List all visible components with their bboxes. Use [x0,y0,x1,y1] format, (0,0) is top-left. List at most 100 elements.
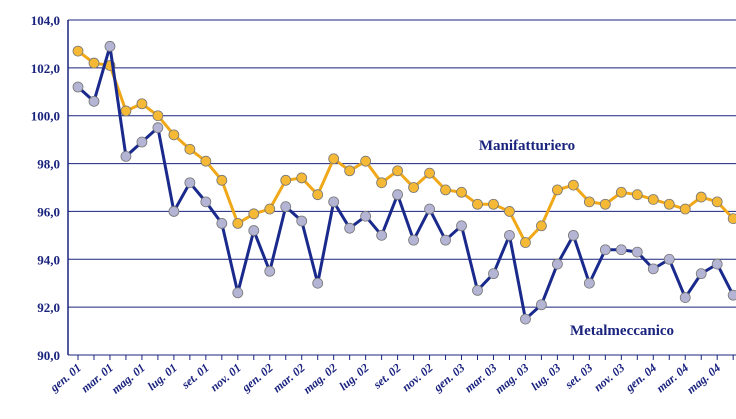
marker [424,167,435,179]
marker [536,220,547,232]
x-tick-label: gen. 04 [622,361,659,396]
x-tick-label: nov. 01 [207,361,243,395]
marker [552,184,563,196]
marker [599,244,611,256]
marker [583,277,595,289]
x-tick-label: lug. 03 [528,361,563,394]
x-tick-label: gen. 02 [238,361,275,396]
marker [536,299,547,311]
marker [232,287,244,299]
series-line [76,45,735,322]
marker [392,189,404,201]
marker [152,110,164,122]
marker [647,263,659,275]
marker [711,196,723,208]
marker [328,153,340,165]
marker [248,208,260,220]
marker [504,206,515,217]
marker [280,201,292,213]
marker [408,234,419,246]
marker [615,186,627,198]
marker [184,177,196,189]
y-tick-label: 104,0 [31,13,60,28]
marker [344,165,356,177]
marker [360,155,372,167]
x-tick-label: mag. 04 [684,361,723,397]
x-tick-label: mar. 01 [78,361,116,396]
x-tick-label: lug. 01 [145,361,180,394]
y-tick-label: 92,0 [37,300,60,315]
marker [695,191,707,203]
x-tick-label: mag. 01 [109,361,148,397]
x-tick-label: nov. 02 [399,361,435,395]
x-tick-label: set. 03 [562,361,596,393]
marker [663,253,675,265]
marker [679,203,691,215]
marker [264,265,276,277]
marker [424,203,435,215]
marker [312,277,324,289]
marker [120,150,132,162]
series-label: Manifatturiero [479,138,575,154]
marker [280,174,292,186]
marker [184,143,196,155]
marker [344,222,356,234]
marker [248,225,260,236]
x-tick-label: mar. 03 [462,361,500,396]
marker [296,215,308,227]
marker [488,198,499,210]
y-tick-label: 102,0 [31,61,60,76]
y-tick-label: 96,0 [37,204,60,219]
marker [583,196,595,208]
x-tick-label: gen. 01 [47,361,84,396]
x-tick-label: mar. 04 [654,361,692,396]
marker [312,189,324,201]
marker [376,177,388,189]
marker [520,237,531,248]
marker [168,129,180,141]
marker [216,217,228,229]
marker [711,258,723,270]
y-tick-label: 100,0 [31,109,60,124]
marker [615,244,627,256]
marker [520,313,531,325]
marker [296,172,308,184]
x-tick-label: set. 01 [178,361,212,393]
marker [360,210,372,222]
marker [168,206,180,217]
marker [456,186,467,198]
marker [200,196,212,208]
marker [152,122,164,134]
x-tick-label: mag. 02 [300,361,339,397]
y-tick-label: 98,0 [37,157,60,172]
marker [328,196,340,208]
marker [695,268,707,280]
marker [599,198,611,210]
marker [136,136,148,148]
x-tick-label: set. 02 [370,361,404,393]
marker [552,258,563,270]
marker [631,189,643,201]
x-tick-label: gen. 03 [430,361,467,396]
marker [472,198,483,210]
marker [567,179,579,191]
marker [72,81,84,93]
marker [567,229,579,241]
marker [200,155,212,167]
marker [72,45,84,57]
marker [88,95,100,107]
marker [232,217,244,229]
x-tick-label: mag. 03 [492,361,531,397]
marker [647,194,659,205]
marker [631,246,643,258]
marker [392,165,404,177]
x-tick-label: mar. 02 [270,361,308,396]
marker [88,57,100,69]
x-tick-label: nov. 03 [591,361,627,395]
marker [376,229,388,241]
marker [727,289,736,301]
marker [264,203,276,215]
y-tick-label: 94,0 [37,252,60,267]
marker [679,292,691,303]
